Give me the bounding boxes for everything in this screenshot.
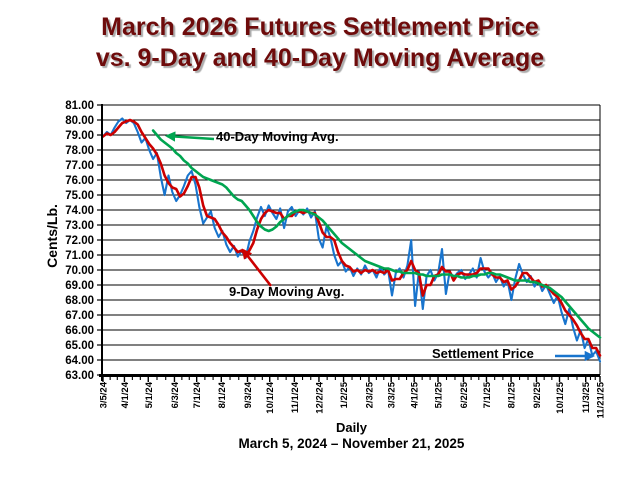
y-tick-label: 66.00 <box>65 325 94 337</box>
x-tick-label: 8/1/25 <box>507 381 518 408</box>
x-tick-label: 6/3/24 <box>170 381 181 408</box>
x-tick-label: 6/2/25 <box>459 381 470 408</box>
annotation-settlement-label: Settlement Price <box>432 346 534 361</box>
y-tick-label: 81.00 <box>65 100 94 112</box>
y-tick-label: 72.00 <box>65 235 94 247</box>
ma40-annotation-arrow <box>164 131 215 142</box>
annotation-40day-label: 40-Day Moving Avg. <box>216 129 339 144</box>
y-tick-label: 71.00 <box>65 250 94 262</box>
y-tick-label: 79.00 <box>65 130 94 142</box>
y-tick-label: 67.00 <box>65 310 94 322</box>
series-line-settlement <box>101 117 602 363</box>
x-tick-label: 7/1/24 <box>192 381 203 408</box>
x-tick-label: 10/1/24 <box>265 381 276 413</box>
x-tick-label: 11/1/24 <box>290 381 301 413</box>
x-tick-label: 7/1/25 <box>482 381 493 408</box>
y-tick-label: 75.00 <box>65 190 94 202</box>
x-tick-label: 11/21/25 <box>596 381 607 418</box>
x-tick-label: 12/2/24 <box>314 381 325 413</box>
x-tick-label: 1/2/25 <box>339 381 350 408</box>
series-line-ma40 <box>151 129 602 339</box>
x-tick-label: 5/1/25 <box>434 381 445 408</box>
x-tick-label: 3/5/24 <box>99 381 110 408</box>
x-axis-title: Daily <box>335 420 368 435</box>
y-tick-label: 69.00 <box>65 280 94 292</box>
x-axis-date-range: March 5, 2024 – November 21, 2025 <box>238 436 465 451</box>
x-tick-label: 11/3/25 <box>581 381 592 413</box>
annotation-9day-label: 9-Day Moving Avg. <box>229 284 345 299</box>
y-tick-label: 80.00 <box>65 115 94 127</box>
x-tick-label: 9/2/25 <box>532 381 543 408</box>
y-tick-label: 76.00 <box>65 175 94 187</box>
y-tick-label: 74.00 <box>65 205 94 217</box>
y-tick-label: 77.00 <box>65 160 94 172</box>
x-tick-label: 10/1/25 <box>555 381 566 413</box>
y-tick-label: 70.00 <box>65 265 94 277</box>
series-line-ma9 <box>101 118 602 357</box>
x-tick-label: 9/3/24 <box>243 381 254 408</box>
x-tick-label: 4/1/25 <box>410 381 421 408</box>
y-tick-label: 64.00 <box>65 355 94 367</box>
x-tick-label: 3/3/25 <box>387 381 398 408</box>
x-tick-label: 4/1/24 <box>120 381 131 408</box>
chart-title: March 2026 Futures Settlement Price vs. … <box>0 12 640 74</box>
y-axis-unit-label: Cents/Lb. <box>44 204 60 268</box>
x-tick-label: 5/1/24 <box>144 381 155 408</box>
y-tick-label: 73.00 <box>65 220 94 232</box>
ma9-annotation-arrow <box>241 248 273 287</box>
chart-title-line-2: vs. 9-Day and 40-Day Moving Average <box>95 44 545 72</box>
y-tick-label: 65.00 <box>65 340 94 352</box>
x-tick-label: 2/3/25 <box>364 381 375 408</box>
y-tick-label: 68.00 <box>65 295 94 307</box>
chart-title-line-1: March 2026 Futures Settlement Price <box>101 13 539 41</box>
y-tick-label: 63.00 <box>65 370 94 382</box>
x-tick-label: 8/1/24 <box>217 381 228 408</box>
y-tick-label: 78.00 <box>65 145 94 157</box>
